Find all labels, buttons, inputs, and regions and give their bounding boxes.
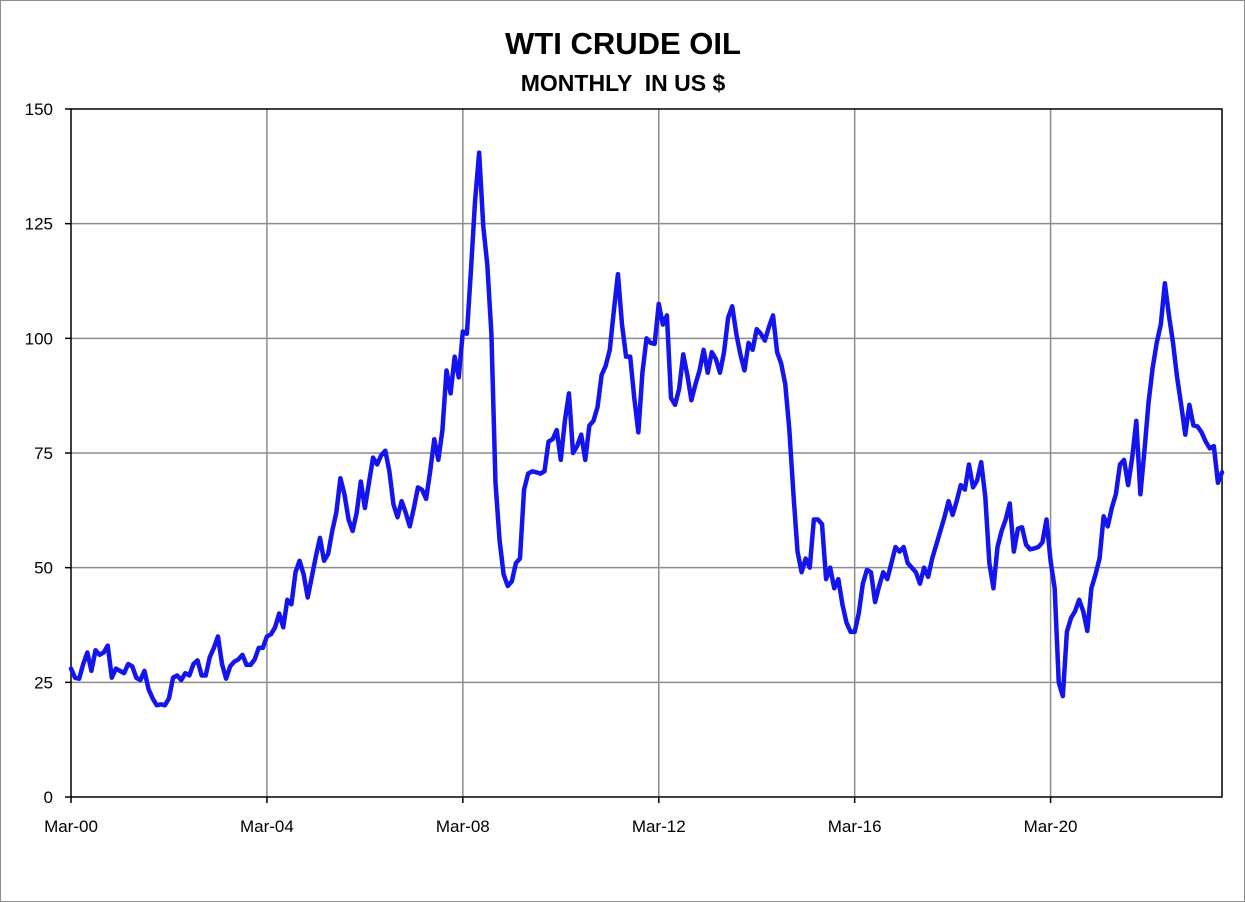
x-tick-label: Mar-04 xyxy=(240,817,294,836)
y-tick-label: 125 xyxy=(25,215,53,234)
y-tick-label: 0 xyxy=(44,788,53,807)
x-tick-label: Mar-16 xyxy=(828,817,882,836)
x-tick-label: Mar-08 xyxy=(436,817,490,836)
y-tick-label: 50 xyxy=(34,559,53,578)
x-tick-label: Mar-12 xyxy=(632,817,686,836)
y-axis-ticks: 0 25 50 75 100 125 150 xyxy=(25,100,71,807)
x-tick-label: Mar-20 xyxy=(1024,817,1078,836)
y-tick-label: 75 xyxy=(34,444,53,463)
y-tick-label: 150 xyxy=(25,100,53,119)
y-tick-label: 25 xyxy=(34,673,53,692)
y-tick-label: 100 xyxy=(25,329,53,348)
chart-subtitle: MONTHLY IN US $ xyxy=(521,70,726,96)
x-tick-label: Mar-00 xyxy=(44,817,98,836)
grid-lines xyxy=(71,109,1222,797)
series-line-wti xyxy=(68,150,1225,708)
series-layer xyxy=(68,150,1225,708)
plot-area-border xyxy=(70,108,1223,798)
x-axis-ticks: Mar-00 Mar-04 Mar-08 Mar-12 Mar-16 Mar-20 xyxy=(44,797,1078,836)
chart-title: WTI CRUDE OIL xyxy=(505,26,741,61)
